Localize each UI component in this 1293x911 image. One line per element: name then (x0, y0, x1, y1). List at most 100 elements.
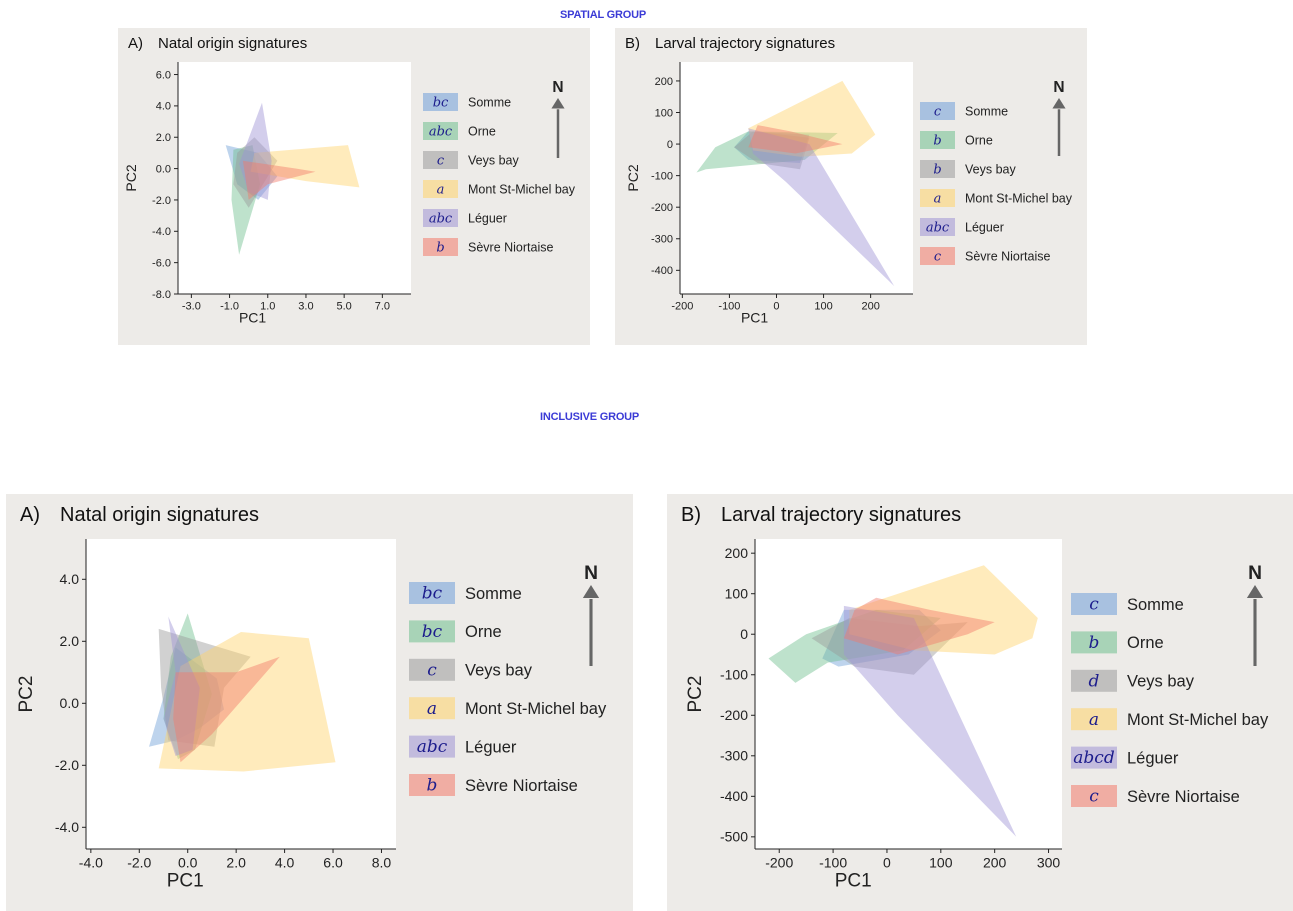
panel-title: B) Larval trajectory signatures (681, 504, 961, 526)
y-tick-label: -200 (651, 202, 673, 214)
legend-swatch (423, 93, 458, 111)
hull-sevre-niortaise (843, 597, 995, 655)
legend-item-somme: bc Somme (423, 93, 511, 111)
y-tick-label: 0.0 (156, 163, 171, 175)
hull-somme (822, 609, 941, 667)
legend-letters: b (436, 240, 444, 255)
legend-swatch (1071, 593, 1117, 615)
legend-item-sevre-niortaise: c Sèvre Niortaise (1071, 785, 1240, 807)
x-tick-label: -2.0 (127, 855, 151, 871)
x-tick-label: -100 (718, 301, 740, 313)
y-axis-label: PC2 (685, 676, 706, 713)
spatial-group-title: SPATIAL GROUP (560, 9, 647, 21)
legend-swatch (920, 218, 955, 236)
y-tick-label: 4.0 (60, 571, 80, 587)
y-tick-label: 0 (740, 626, 748, 642)
x-tick-label: 1.0 (260, 301, 275, 313)
legend-item-mont-st-michel-bay: a Mont St-Michel bay (1071, 708, 1269, 731)
north-label: N (552, 79, 563, 96)
hull-orne (768, 609, 941, 683)
hull-veys-bay (811, 618, 968, 675)
legend-item-veys-bay: d Veys bay (1071, 669, 1195, 692)
hull-mont-st-michel-bay (158, 632, 336, 772)
legend-letters: d (1089, 671, 1100, 691)
hull-somme (734, 131, 810, 163)
y-tick-label: -200 (720, 707, 748, 723)
x-tick-label: 5.0 (337, 301, 352, 313)
y-axis-label: PC2 (625, 164, 641, 191)
y-tick-label: 100 (725, 586, 749, 602)
north-label: N (1053, 79, 1064, 96)
legend-letters: a (1089, 710, 1099, 730)
north-arrow-icon: N (1246, 563, 1264, 666)
legend-label: Veys bay (468, 153, 519, 167)
inclusive-larval-panel: B) Larval trajectory signatures -500 -400 -… (667, 494, 1293, 911)
y-tick-label: 100 (655, 107, 673, 119)
x-tick-label: 4.0 (275, 855, 295, 871)
panel-title: B) Larval trajectory signatures (625, 35, 835, 52)
hull-mont-st-michel-bay (849, 565, 1038, 655)
y-tick-label: 0.0 (60, 695, 80, 711)
north-label: N (584, 563, 598, 584)
legend-letters: c (934, 249, 942, 264)
legend-letters: a (934, 191, 942, 206)
spatial-larval-panel: B) Larval trajectory signatures -400 -300 -… (615, 28, 1087, 345)
legend-label: Mont St-Michel bay (1127, 711, 1269, 729)
y-axis-label: PC2 (123, 164, 139, 191)
legend-label: Veys bay (465, 662, 533, 680)
legend-swatch (1071, 631, 1117, 654)
panel-title: A) Natal origin signatures (128, 35, 307, 52)
x-axis-label: PC1 (239, 309, 266, 325)
x-tick-label: -200 (765, 855, 793, 871)
hull-leguer (239, 102, 272, 200)
legend-item-somme: bc Somme (409, 582, 522, 604)
legend-label: Léguer (468, 211, 507, 225)
legend-swatch (409, 735, 455, 758)
y-tick-label: 200 (725, 545, 749, 561)
x-tick-label: 3.0 (298, 301, 313, 313)
spatial-larval-chart: B) Larval trajectory signatures -400 -300 -… (625, 35, 1073, 325)
legend-label: Somme (465, 585, 522, 603)
legend-letters: a (427, 699, 437, 719)
legend-item-somme: c Somme (1071, 593, 1184, 615)
x-tick-label: 200 (861, 301, 879, 313)
y-tick-label: -2.0 (55, 757, 79, 773)
y-tick-label: -2.0 (152, 195, 171, 207)
legend-item-orne: b Orne (920, 131, 993, 149)
x-axis-label: PC1 (835, 871, 872, 892)
y-tick-label: 6.0 (156, 69, 171, 81)
legend-item-sevre-niortaise: b Sèvre Niortaise (423, 238, 553, 256)
legend-label: Mont St-Michel bay (468, 182, 576, 196)
legend-item-veys-bay: c Veys bay (409, 658, 533, 681)
legend-letters: a (437, 182, 445, 197)
y-tick-label: -4.0 (152, 226, 171, 238)
x-tick-label: 6.0 (323, 855, 343, 871)
legend-item-mont-st-michel-bay: a Mont St-Michel bay (409, 697, 607, 720)
legend-swatch (423, 122, 458, 140)
legend-letters: abc (429, 211, 453, 226)
legend-swatch (1071, 785, 1117, 807)
legend-item-veys-bay: b Veys bay (920, 160, 1016, 178)
legend-letters: b (1089, 633, 1100, 653)
legend-item-orne: abc Orne (423, 122, 496, 140)
legend-swatch (920, 160, 955, 178)
hull-somme (225, 145, 278, 200)
y-tick-label: 2.0 (60, 633, 80, 649)
north-arrow-head (1052, 98, 1066, 109)
north-arrow-head (582, 585, 600, 599)
plot-area (680, 62, 913, 294)
x-tick-label: 100 (929, 855, 953, 871)
legend-item-sevre-niortaise: c Sèvre Niortaise (920, 247, 1050, 265)
legend-label: Sèvre Niortaise (965, 249, 1050, 263)
y-tick-label: -400 (720, 788, 748, 804)
panel-title: A) Natal origin signatures (20, 504, 259, 526)
x-tick-label: -4.0 (79, 855, 103, 871)
inclusive-natal-panel: A) Natal origin signatures -4.0 -2.0 0.0 2.0… (6, 494, 633, 911)
x-tick-label: 7.0 (375, 301, 390, 313)
legend-label: Sèvre Niortaise (465, 777, 578, 795)
legend-swatch (423, 151, 458, 169)
y-tick-label: -100 (720, 667, 748, 683)
y-tick-label: 4.0 (156, 101, 171, 113)
y-tick-label: 2.0 (156, 132, 171, 144)
legend-letters: c (437, 153, 445, 168)
